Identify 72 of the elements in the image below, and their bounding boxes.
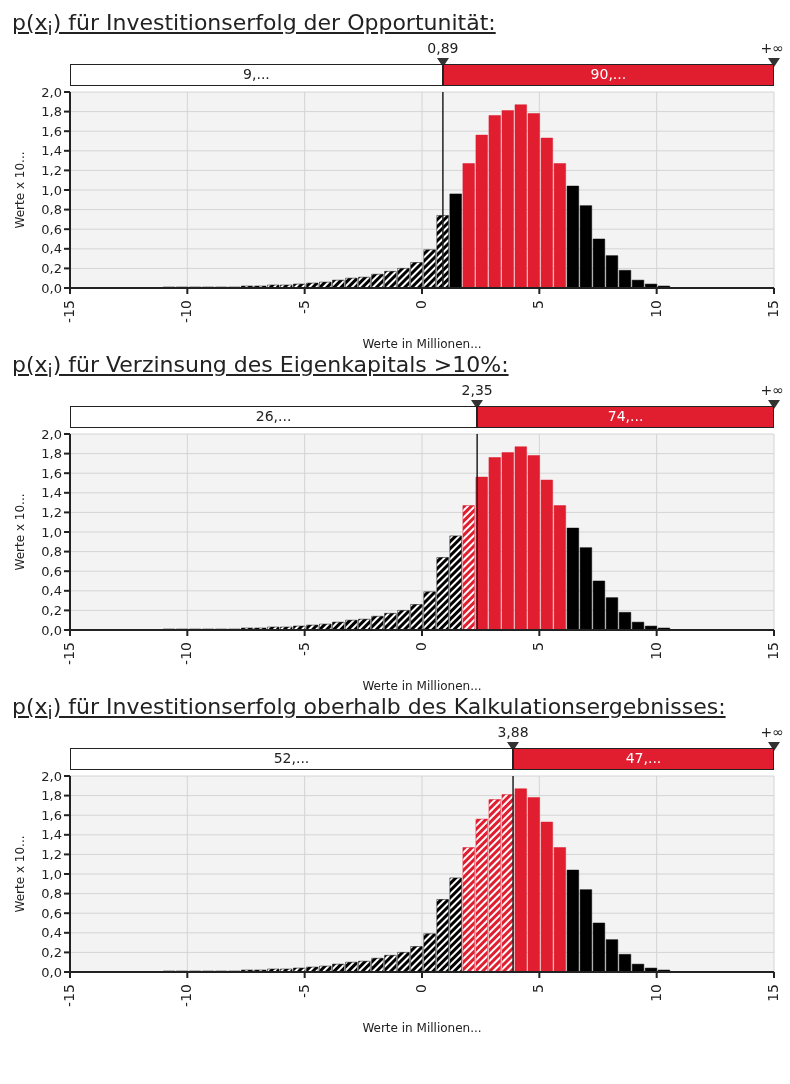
y-tick-label: 1,6 [41, 807, 62, 823]
y-tick-label: 0,2 [41, 945, 62, 961]
x-tick-label: -10 [178, 984, 195, 1007]
text: +∞ [759, 724, 784, 740]
x-tick-label: 15 [764, 642, 781, 660]
x-tick-label: -15 [60, 300, 77, 323]
y-tick-label: 0,2 [41, 603, 62, 619]
y-tick-label: 1,6 [41, 465, 62, 481]
y-tick-label: 0,4 [41, 241, 62, 257]
x-tick-label: -15 [60, 642, 77, 665]
y-tick-label: 1,8 [41, 788, 62, 804]
y-tick-label: 0,0 [41, 280, 62, 296]
text: +∞ [759, 382, 784, 398]
y-axis-title: Werte x 10... [13, 493, 28, 571]
text: +∞ [759, 40, 784, 56]
x-tick-label: 0 [412, 300, 429, 309]
y-tick-label: 1,4 [41, 485, 62, 501]
y-tick-label: 0,0 [41, 964, 62, 980]
y-axis-title: Werte x 10... [13, 151, 28, 229]
y-tick-label: 1,2 [41, 847, 62, 863]
ref-line-label: 2,35 [460, 382, 494, 398]
text: 74,... [477, 406, 774, 428]
x-tick-label: 5 [530, 984, 547, 993]
text: 47,... [513, 748, 774, 770]
ref-line-label: 3,88 [496, 724, 530, 740]
x-axis-title: Werte in Millionen... [362, 337, 482, 351]
text: 26,... [70, 406, 478, 428]
y-tick-label: 0,4 [41, 925, 62, 941]
x-tick-label: 10 [647, 642, 664, 660]
x-tick-label: -10 [178, 300, 195, 323]
y-tick-label: 1,8 [41, 446, 62, 462]
y-axis-title: Werte x 10... [13, 835, 28, 913]
chart-title: p(x$_{i}$) für Investitionserfolg der Opportunität: [12, 10, 496, 40]
x-tick-label: -15 [60, 984, 77, 1007]
x-tick-label: 5 [530, 642, 547, 651]
x-tick-label: -10 [178, 642, 195, 665]
y-tick-label: 0,6 [41, 221, 62, 237]
y-tick-label: 0,8 [41, 544, 62, 560]
x-tick-label: 0 [412, 984, 429, 993]
y-tick-label: 1,0 [41, 182, 62, 198]
y-tick-label: 0,6 [41, 905, 62, 921]
x-tick-label: 15 [764, 984, 781, 1002]
y-tick-label: 1,2 [41, 505, 62, 521]
y-tick-label: 0,0 [41, 622, 62, 638]
y-tick-label: 1,0 [41, 866, 62, 882]
x-tick-label: 5 [530, 300, 547, 309]
y-tick-label: 1,6 [41, 123, 62, 139]
y-tick-label: 0,8 [41, 886, 62, 902]
y-tick-label: 1,2 [41, 163, 62, 179]
y-tick-label: 1,4 [41, 143, 62, 159]
y-tick-label: 0,8 [41, 202, 62, 218]
x-axis-title: Werte in Millionen... [362, 1021, 482, 1035]
y-tick-label: 0,4 [41, 583, 62, 599]
x-tick-label: -5 [295, 642, 312, 656]
chart-title: p(x$_{i}$) für Investitionserfolg oberhalb des Kalkulationsergebnisses: [12, 694, 726, 724]
y-tick-label: 0,2 [41, 261, 62, 277]
x-tick-label: 10 [647, 300, 664, 318]
chart-title: p(x$_{i}$) für Verzinsung des Eigenkapitals >10%: [12, 352, 509, 382]
x-axis-title: Werte in Millionen... [362, 679, 482, 693]
y-tick-label: 1,8 [41, 104, 62, 120]
text: 90,... [442, 64, 774, 86]
ref-line-label: 0,89 [426, 40, 460, 56]
x-tick-label: 10 [647, 984, 664, 1002]
y-tick-label: 0,6 [41, 563, 62, 579]
text: 9,... [70, 64, 443, 86]
x-tick-label: 15 [764, 300, 781, 318]
x-tick-label: -5 [295, 984, 312, 998]
text: 52,... [70, 748, 514, 770]
x-tick-label: 0 [412, 642, 429, 651]
y-tick-label: 1,0 [41, 524, 62, 540]
x-tick-label: -5 [295, 300, 312, 314]
y-tick-label: 1,4 [41, 827, 62, 843]
